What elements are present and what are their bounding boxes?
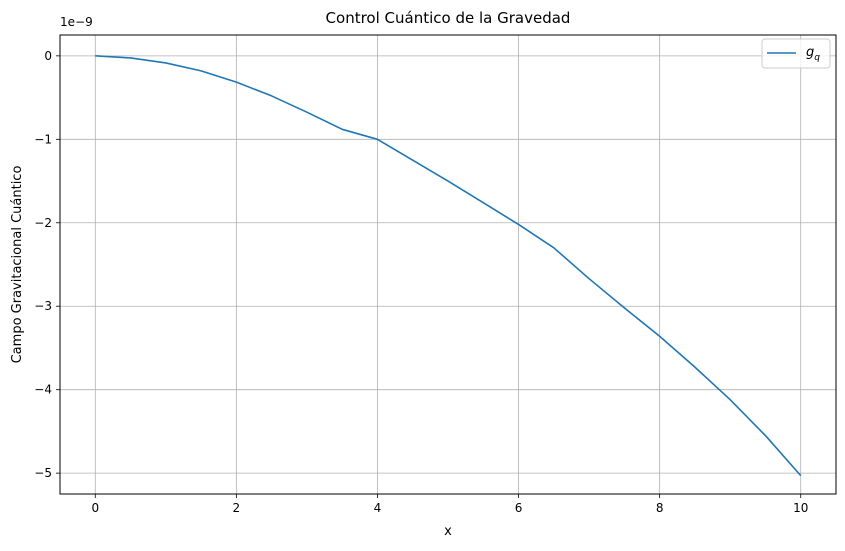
- y-tick-label: −2: [34, 216, 52, 230]
- x-tick-label: 2: [233, 501, 241, 515]
- x-axis-label: x: [444, 524, 452, 539]
- y-tick-label: −3: [34, 299, 52, 313]
- x-tick-label: 10: [793, 501, 808, 515]
- x-axis-ticks: 0 2 4 6 8 10: [91, 494, 808, 515]
- x-tick-label: 6: [515, 501, 523, 515]
- legend-label-g-q: gq: [806, 45, 820, 63]
- x-tick-label: 8: [656, 501, 664, 515]
- legend-label-subscript: q: [814, 53, 820, 63]
- grid-lines: [60, 35, 836, 494]
- x-tick-label: 4: [374, 501, 382, 515]
- y-tick-label: −5: [34, 466, 52, 480]
- legend-label-base: g: [806, 45, 814, 60]
- y-axis-offset-label: 1e−9: [60, 15, 93, 29]
- series-line-g-q: [95, 55, 802, 477]
- y-tick-label: −1: [34, 132, 52, 146]
- legend: gq: [761, 38, 831, 69]
- y-tick-label: −4: [34, 383, 52, 397]
- y-axis-label: Campo Gravitacional Cuántico: [10, 166, 25, 364]
- chart-title: Control Cuántico de la Gravedad: [326, 9, 571, 27]
- series-layer: [95, 55, 802, 477]
- x-tick-label: 0: [91, 501, 99, 515]
- y-axis-ticks: 0 −1 −2 −3 −4 −5: [34, 49, 60, 480]
- y-tick-label: 0: [44, 49, 52, 63]
- plot-frame: [59, 34, 837, 495]
